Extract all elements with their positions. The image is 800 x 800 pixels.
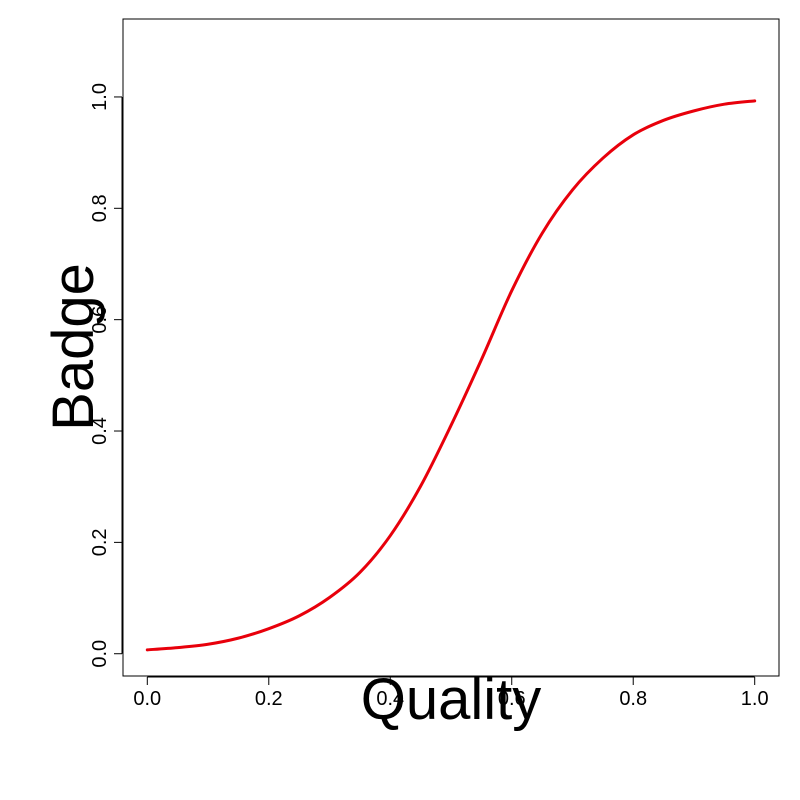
y-tick-label: 0.6 bbox=[89, 306, 111, 334]
y-tick-label: 0.2 bbox=[89, 528, 111, 556]
y-tick-label: 0.0 bbox=[89, 640, 111, 668]
series-line bbox=[145, 99, 757, 652]
x-tick-label: 0.0 bbox=[133, 688, 161, 710]
x-tick-label: 0.4 bbox=[376, 688, 404, 710]
y-tick-label: 0.8 bbox=[89, 194, 111, 222]
x-tick-label: 0.8 bbox=[619, 688, 647, 710]
x-tick-label: 1.0 bbox=[741, 688, 769, 710]
x-tick-label: 0.2 bbox=[255, 688, 283, 710]
y-tick-label: 1.0 bbox=[89, 83, 111, 111]
x-tick-label: 0.6 bbox=[498, 688, 526, 710]
y-axis-title: Badge bbox=[41, 263, 106, 431]
y-axis: 0.0 0.2 0.4 0.6 0.8 1.0 bbox=[89, 83, 123, 668]
x-axis: 0.0 0.2 0.4 0.6 0.8 1.0 bbox=[133, 676, 769, 710]
y-tick-label: 0.4 bbox=[89, 417, 111, 445]
x-axis-title: Quality bbox=[361, 667, 542, 732]
plot-frame bbox=[122, 18, 780, 677]
